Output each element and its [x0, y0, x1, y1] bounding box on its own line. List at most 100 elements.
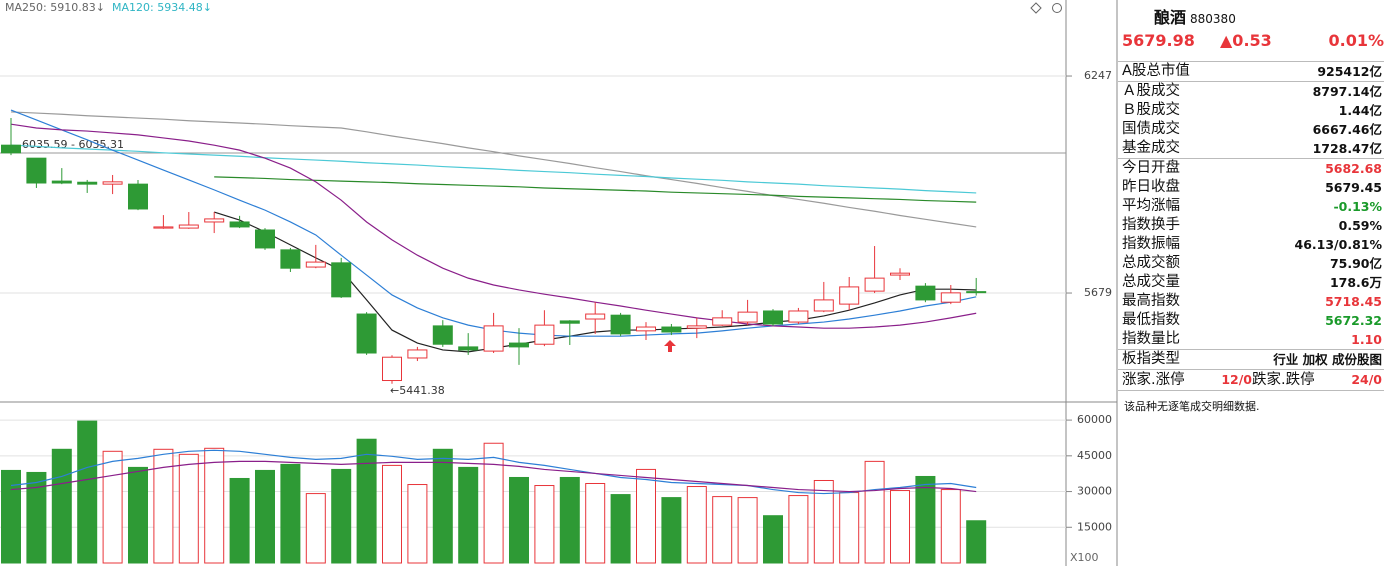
- quote-row: Ａ股成交 8797.14亿: [1118, 82, 1384, 101]
- candle-body: [737, 311, 758, 323]
- down-label: 跌家.跌停: [1252, 372, 1315, 388]
- volume-bar: [966, 520, 987, 564]
- candle-body: [407, 349, 428, 359]
- up-value: 12/0: [1221, 372, 1252, 387]
- quote-row: 国债成交 6667.46亿: [1118, 120, 1384, 139]
- row-label: 昨日收盘: [1122, 179, 1180, 195]
- volume-bar: [1, 469, 21, 564]
- candle-body: [915, 285, 936, 301]
- quote-row: 指数量比 1.10: [1118, 330, 1384, 349]
- candle-body: [864, 277, 885, 292]
- row-label: Ａ股成交: [1122, 83, 1180, 99]
- y-tick-label: 6247: [1084, 69, 1112, 82]
- candle-body: [229, 221, 250, 228]
- volume-bar: [509, 476, 529, 564]
- candle-body: [1, 144, 21, 154]
- candle-body: [356, 313, 377, 354]
- volume-bar: [686, 486, 707, 564]
- row-value: 46.13/0.81%: [1294, 237, 1382, 252]
- volume-bar: [178, 453, 199, 564]
- row-label: 指数换手: [1122, 217, 1180, 233]
- volume-bar: [331, 468, 352, 564]
- candle-body: [712, 317, 733, 326]
- candle-body: [610, 314, 631, 335]
- quote-row: Ｂ股成交 1.44亿: [1118, 101, 1384, 120]
- row-label: 板指类型: [1122, 351, 1180, 367]
- candle-body: [534, 324, 555, 345]
- down-value: 24/0: [1351, 372, 1382, 387]
- volume-bar: [432, 448, 453, 564]
- volume-bar: [763, 515, 783, 564]
- candle-body: [966, 291, 987, 294]
- volume-bar: [280, 463, 301, 564]
- volume-bar: [153, 448, 174, 564]
- y-tick-label: 5679: [1084, 286, 1112, 299]
- row-label: Ｂ股成交: [1122, 102, 1180, 118]
- annotation: ←5441.38: [390, 384, 445, 397]
- row-value: 178.6万: [1329, 275, 1382, 290]
- y-tick-label: 15000: [1077, 520, 1112, 533]
- candle-body: [128, 183, 148, 210]
- volume-bar: [382, 464, 402, 564]
- candle-body: [51, 180, 72, 184]
- candle-body: [432, 325, 453, 345]
- candle-body: [280, 249, 301, 269]
- row-group: Ａ股成交 8797.14亿 Ｂ股成交 1.44亿 国债成交 6667.46亿 基金成交 172…: [1118, 81, 1384, 158]
- quote-row: 昨日收盘 5679.45: [1118, 178, 1384, 197]
- row-label: A股总市值: [1122, 63, 1190, 79]
- volume-bar: [661, 497, 682, 564]
- chart: MA250: 5910.83↓ MA120: 5934.48↓ 6035.59 …: [0, 0, 1118, 566]
- change-pct: 0.01%: [1328, 31, 1384, 50]
- volume-bar: [255, 469, 275, 564]
- row-value: 6667.46亿: [1312, 122, 1382, 137]
- quote-row: 指数换手 0.59%: [1118, 216, 1384, 235]
- row-label: 指数振幅: [1122, 236, 1180, 252]
- volume-bar: [839, 492, 860, 564]
- candle-body: [940, 292, 961, 303]
- candle-body: [890, 272, 910, 276]
- candle-body: [204, 218, 225, 223]
- price-row: 5679.98 ▲0.53 0.01%: [1118, 31, 1384, 53]
- candle-body: [636, 326, 656, 332]
- y-tick-label: 45000: [1077, 449, 1112, 462]
- volume-bar: [229, 477, 250, 564]
- volume-bar: [204, 447, 225, 564]
- candle-body: [458, 346, 479, 351]
- row-label: 基金成交: [1122, 140, 1180, 156]
- unit-label: X100: [1070, 551, 1099, 564]
- candle-body: [305, 261, 326, 268]
- candle-body: [559, 320, 580, 324]
- row-value: 1728.47亿: [1312, 141, 1382, 156]
- row-label: 总成交额: [1122, 255, 1180, 271]
- candle-body: [813, 299, 834, 312]
- candle-body: [483, 325, 504, 352]
- candle-body: [839, 286, 860, 305]
- row-value: 925412亿: [1317, 64, 1382, 79]
- limit-row: 涨家.涨停 12/0 跌家.跌停 24/0: [1118, 369, 1384, 391]
- indicator-label: MA120: 5934.48↓: [112, 1, 212, 14]
- volume-bar: [534, 485, 555, 564]
- quote-row: 最高指数 5718.45: [1118, 292, 1384, 311]
- volume-bar: [77, 420, 98, 564]
- candle-body: [331, 262, 352, 298]
- circle-icon[interactable]: [1052, 3, 1062, 13]
- volume-bar: [636, 468, 656, 564]
- annotation: 6035.59 - 6035.31: [22, 138, 124, 151]
- volume-bar: [26, 471, 47, 564]
- quote-row: 最低指数 5672.32: [1118, 311, 1384, 330]
- volume-bar: [890, 490, 910, 564]
- quote-row: 总成交额 75.90亿: [1118, 254, 1384, 273]
- volume-bar: [712, 496, 733, 564]
- candle-body: [26, 157, 47, 184]
- row-label: 平均涨幅: [1122, 198, 1180, 214]
- diamond-icon[interactable]: [1030, 2, 1042, 14]
- signal-arrow: [664, 340, 676, 352]
- volume-bar: [915, 475, 936, 564]
- change: ▲0.53: [1220, 31, 1272, 50]
- up-label: 涨家.涨停: [1122, 372, 1185, 388]
- y-tick-label: 30000: [1077, 485, 1112, 498]
- note: 该品种无逐笔成交明细数据.: [1124, 400, 1260, 413]
- indicator-label: MA250: 5910.83↓: [5, 1, 105, 14]
- ma-line: [10, 460, 977, 493]
- volume-bar: [458, 466, 479, 564]
